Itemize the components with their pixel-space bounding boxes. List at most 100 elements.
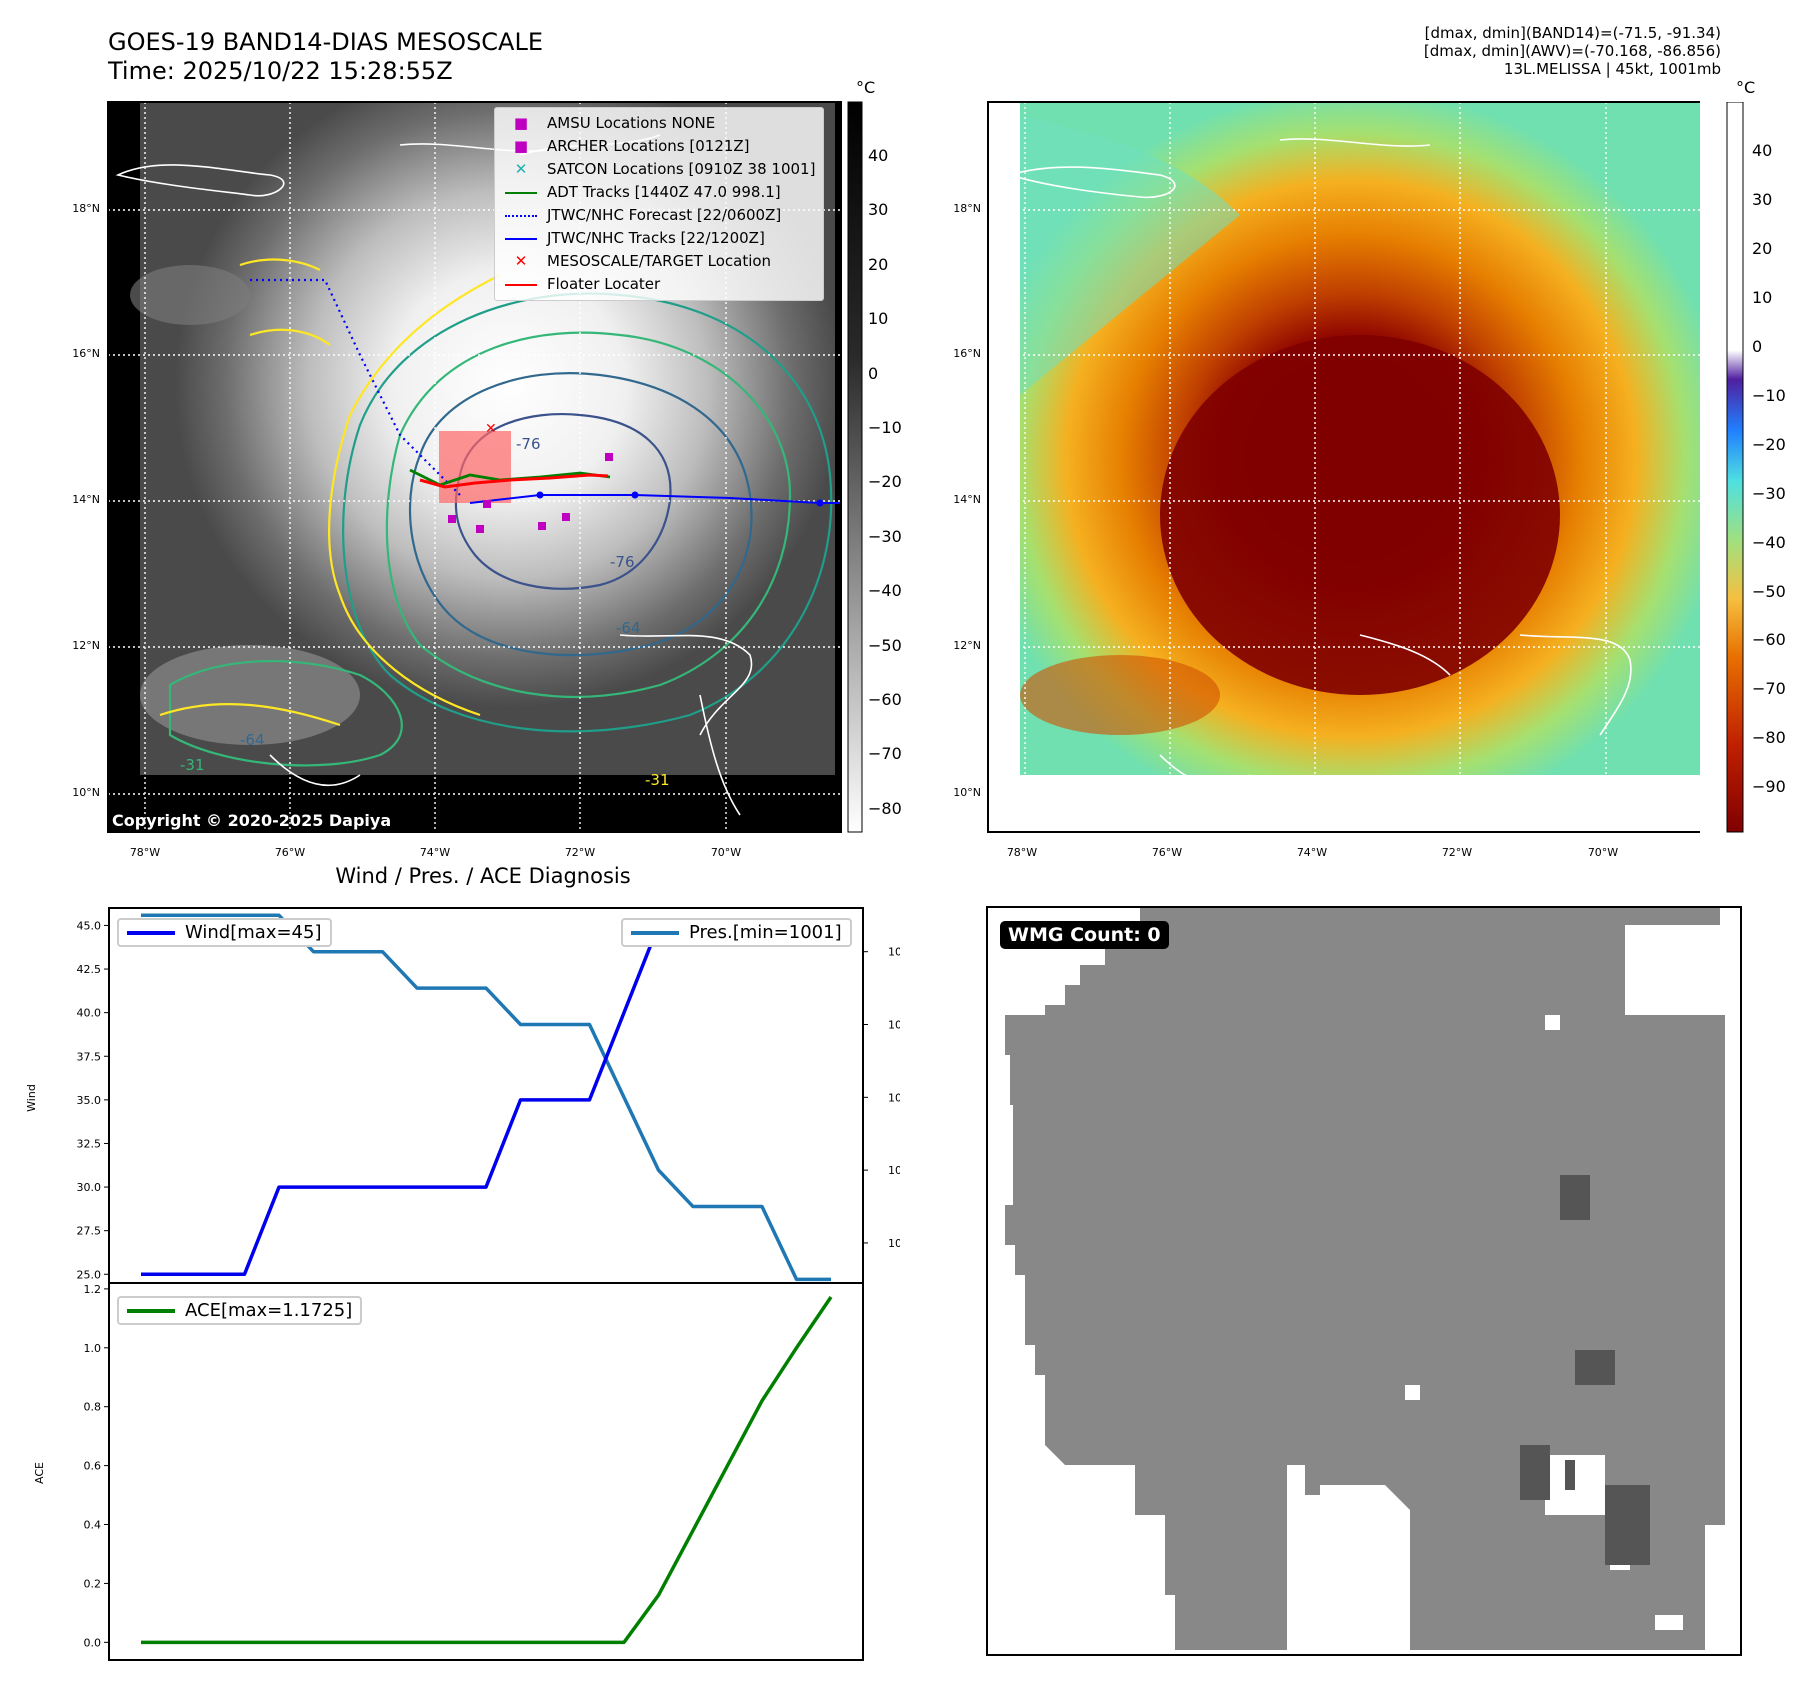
coastlines — [1007, 138, 1632, 787]
dotted-line-icon — [503, 204, 539, 227]
ace-tick-label: 0.8 — [84, 1401, 102, 1414]
legend-item-adt: ADT Tracks [1440Z 47.0 998.1] — [503, 181, 815, 204]
wind-tick-label: 42.5 — [77, 963, 102, 976]
lat-tick-label: 16°N — [72, 347, 100, 360]
wind-axis-label: Wind — [25, 1084, 38, 1112]
ace-tick-label: 0.6 — [84, 1460, 102, 1473]
lat-tick-label: 16°N — [953, 347, 981, 360]
forecast-track — [250, 278, 461, 496]
wind-tick-label: 32.5 — [77, 1137, 102, 1150]
ace-frame — [108, 1282, 864, 1661]
colorbar-tick-label: 30 — [1752, 190, 1773, 209]
awv-map — [987, 101, 1700, 833]
mesoscale-target-box — [439, 431, 511, 503]
legend-item-archer: ■ ARCHER Locations [0121Z] — [503, 135, 815, 158]
legend-item-tracks: JTWC/NHC Tracks [22/1200Z] — [503, 227, 815, 250]
archer-points — [448, 453, 613, 533]
colorbar-tick-label: −70 — [1752, 679, 1786, 699]
x-marker-icon: ✕ — [514, 252, 528, 270]
color-colorbar — [1726, 102, 1744, 833]
colorbar-tick-label: 20 — [1752, 239, 1773, 258]
pressure-tick-label: 1006 — [888, 1091, 900, 1104]
colorbar-tick-label: −80 — [868, 798, 902, 818]
colorbar-tick-label: 0 — [868, 363, 879, 383]
lat-tick-label: 18°N — [72, 202, 100, 215]
ace-tick-label: 0.0 — [84, 1636, 102, 1649]
colorbar-tick-label: −40 — [868, 581, 902, 601]
ace-series-line — [141, 1296, 833, 1645]
lon-tick-label: 74°W — [419, 846, 451, 859]
colorbar-tick-label: −50 — [868, 635, 902, 655]
legend-line-icon — [127, 1308, 175, 1313]
legend-line-icon — [631, 930, 679, 935]
colorbar-tick-label: −50 — [1752, 581, 1786, 601]
lon-tick-label: 78°W — [1006, 846, 1038, 859]
colorbar-tick-label: −30 — [868, 526, 902, 546]
colorbar-tick-label: −90 — [1752, 777, 1786, 797]
floater-track — [419, 473, 609, 489]
ace-tick-label: 0.2 — [84, 1577, 102, 1590]
contour-label: -64 — [240, 731, 265, 749]
wind-legend: Wind[max=45] — [117, 918, 332, 947]
legend-item-forecast: JTWC/NHC Forecast [22/0600Z] — [503, 204, 815, 227]
map-gridlines — [988, 102, 1700, 832]
lon-tick-label: 76°W — [274, 846, 306, 859]
best-track-points — [536, 491, 824, 507]
wind-series-line — [141, 923, 831, 1277]
ace-tick-label: 1.0 — [84, 1342, 102, 1355]
colorbar-tick-label: 10 — [1752, 288, 1773, 307]
chart-title: Wind / Pres. / ACE Diagnosis — [335, 864, 631, 888]
ace-legend: ACE[max=1.1725] — [117, 1296, 363, 1325]
wind-tick-label: 35.0 — [77, 1094, 102, 1107]
colorbar-tick-label: −60 — [1752, 630, 1786, 650]
contour-label: -76 — [610, 553, 635, 571]
colorbar-tick-label: −20 — [868, 472, 902, 492]
wmg-panel — [986, 906, 1742, 1656]
legend-item-target: ✕ MESOSCALE/TARGET Location — [503, 250, 815, 273]
lat-tick-label: 10°N — [72, 786, 100, 799]
wind-pressure-frame — [108, 907, 864, 1284]
colorbar-tick-label: 0 — [1752, 337, 1763, 356]
line-icon — [503, 273, 539, 296]
wind-tick-label: 25.0 — [77, 1268, 102, 1281]
colorbar-tick-label: −30 — [1752, 483, 1786, 503]
target-x: ✕ — [485, 421, 497, 437]
colorbar-tick-label: −60 — [868, 690, 902, 709]
lat-tick-label: 14°N — [72, 493, 100, 506]
lon-tick-label: 72°W — [564, 846, 596, 859]
lat-tick-label: 10°N — [953, 786, 981, 799]
lon-tick-label: 76°W — [1151, 846, 1183, 859]
contour-label: -76 — [516, 435, 541, 453]
ace-axis-label: ACE — [33, 1462, 46, 1484]
square-marker-icon: ■ — [513, 137, 529, 155]
x-marker-icon: ✕ — [514, 160, 528, 178]
line-dot-icon — [503, 227, 539, 250]
lon-tick-label: 74°W — [1296, 846, 1328, 859]
map-frame — [107, 101, 842, 833]
pressure-tick-label: 1002 — [888, 1237, 900, 1250]
legend-item-amsu: ■ AMSU Locations NONE — [503, 112, 815, 135]
diagnosis-charts: 25.0 27.5 30.0 32.5 35.0 37.5 40.0 42.5 45.0 1002… — [25, 907, 900, 1661]
lat-tick-label: 12°N — [953, 639, 981, 652]
colorbar-tick-label: −40 — [1752, 532, 1786, 552]
pressure-tick-label: 1008 — [888, 1019, 900, 1032]
colorbar-tick-label: 40 — [1752, 141, 1773, 160]
wind-tick-label: 45.0 — [77, 919, 102, 932]
lon-tick-label: 72°W — [1441, 846, 1473, 859]
colorbar-tick-label: −80 — [1752, 728, 1786, 748]
legend-line-icon — [127, 930, 175, 935]
lon-tick-label: 78°W — [129, 846, 161, 859]
map-legend: ■ AMSU Locations NONE ■ ARCHER Locations [… — [494, 107, 825, 301]
wind-tick-label: 30.0 — [77, 1181, 102, 1194]
contour-label: -31 — [645, 771, 670, 789]
pressure-series-line — [141, 913, 831, 1282]
colorbar-unit: °C — [1736, 78, 1756, 97]
square-marker-icon: ■ — [513, 114, 529, 132]
contour-label: -64 — [616, 619, 641, 637]
stats-text: [dmax, dmin](BAND14)=(-71.5, -91.34) [dm… — [1423, 24, 1721, 78]
colorbar-tick-label: 30 — [868, 200, 889, 220]
colorbar-tick-label: 40 — [868, 146, 889, 165]
legend-item-floater: Floater Locater — [503, 273, 815, 296]
lat-tick-label: 14°N — [953, 493, 981, 506]
